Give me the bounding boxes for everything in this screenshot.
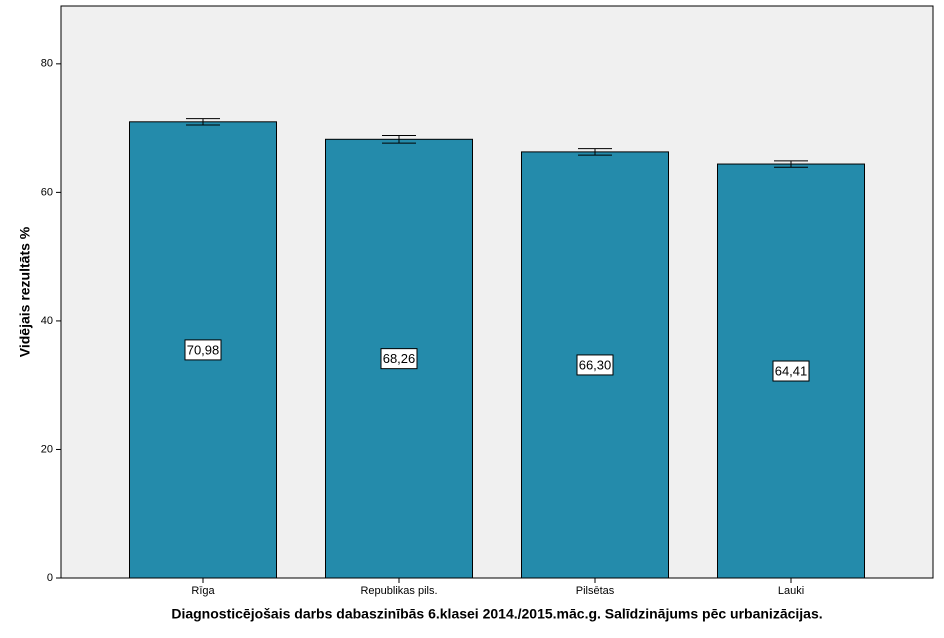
x-tick-label: Pilsētas xyxy=(576,585,615,597)
y-tick-label: 80 xyxy=(41,58,53,70)
value-label-box xyxy=(380,348,418,370)
y-tick-label: 0 xyxy=(47,572,53,584)
x-tick-label: Lauki xyxy=(778,585,804,597)
value-label-box xyxy=(576,354,614,376)
x-tick-label: Rīga xyxy=(191,585,215,597)
value-label: 66,30 xyxy=(579,357,612,372)
value-label-box xyxy=(184,339,222,361)
y-tick-label: 40 xyxy=(41,315,53,327)
x-tick-label: Republikas pils. xyxy=(360,585,437,597)
chart-title: Diagnosticējošais darbs dabaszinībās 6.k… xyxy=(171,606,822,622)
error-bar xyxy=(186,118,220,126)
y-axis-title: Vidējais rezultāts % xyxy=(17,226,33,357)
error-bar xyxy=(382,134,416,144)
value-label: 64,41 xyxy=(775,363,808,378)
value-label-box xyxy=(772,360,810,382)
value-label: 70,98 xyxy=(187,342,220,357)
y-tick-label: 60 xyxy=(41,186,53,198)
y-tick-label: 20 xyxy=(41,443,53,455)
value-label: 68,26 xyxy=(383,351,416,366)
error-bar xyxy=(774,160,808,168)
error-bar xyxy=(578,148,612,156)
